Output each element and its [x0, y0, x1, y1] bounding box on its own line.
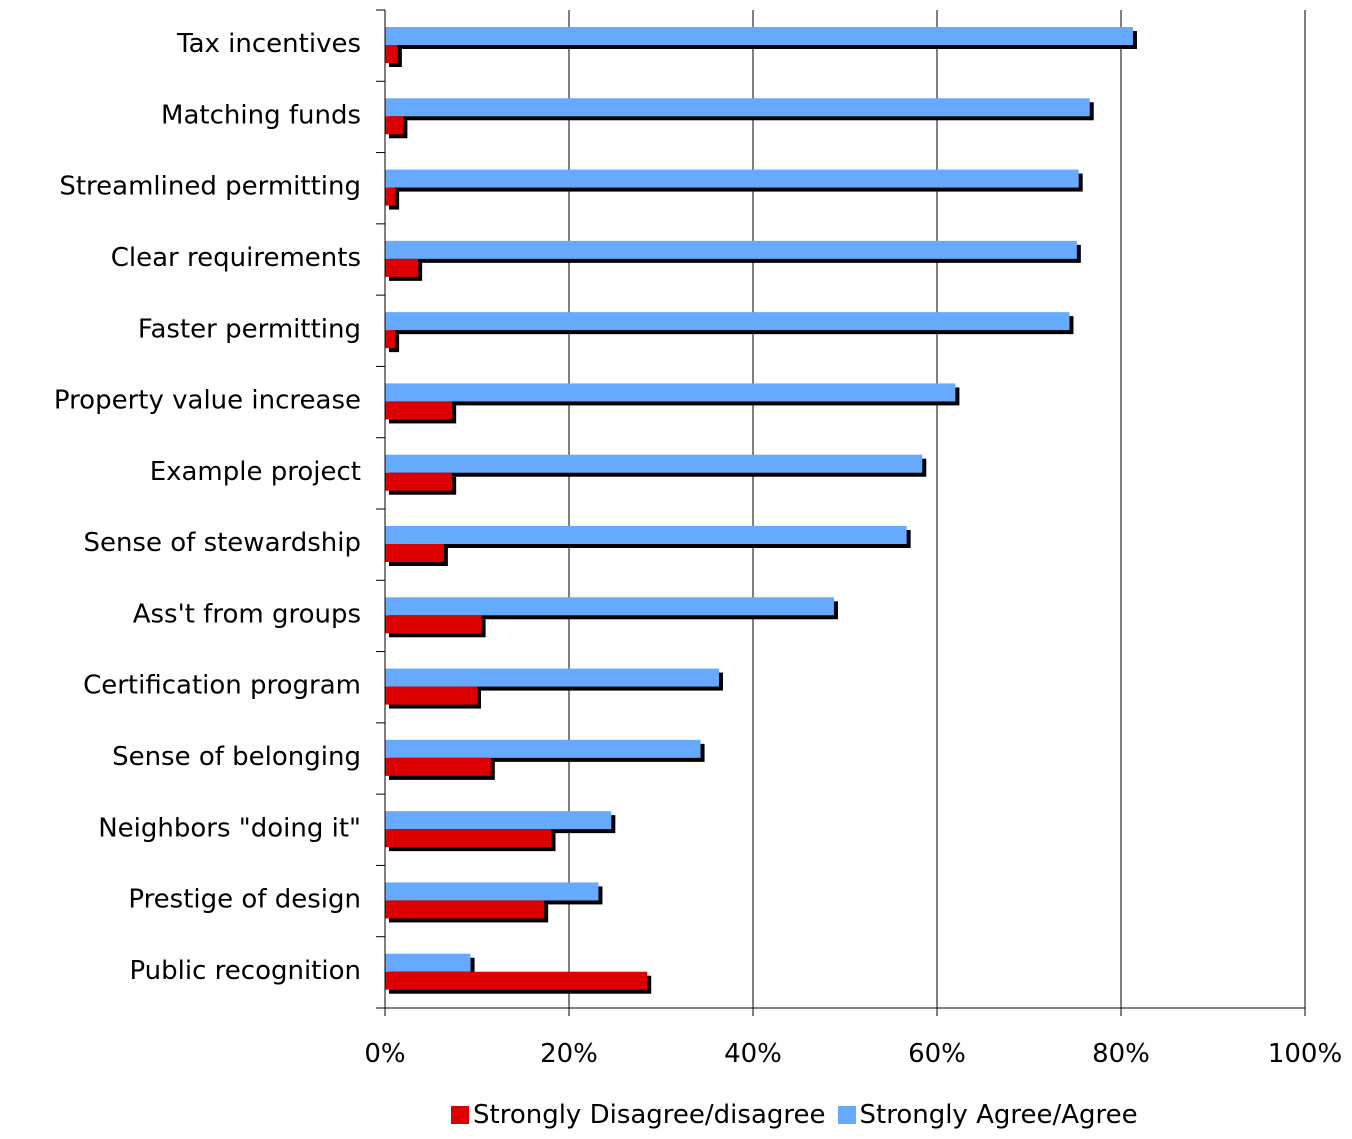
bar-agree [385, 240, 1077, 259]
bar-disagree [385, 187, 396, 206]
category-label: Tax incentives [176, 29, 361, 59]
bar-agree [385, 169, 1079, 188]
category-label: Certification program [83, 671, 361, 701]
legend-swatch-disagree [451, 1106, 469, 1124]
category-label: Faster permitting [138, 314, 361, 344]
category-label: Ass't from groups [133, 599, 361, 629]
bar-disagree [385, 258, 419, 277]
bar-disagree [385, 330, 396, 349]
bar-agree [385, 739, 701, 758]
legend-swatch-agree [837, 1106, 856, 1124]
category-label: Example project [150, 457, 361, 487]
category-label: Streamlined permitting [59, 172, 361, 202]
bar-disagree [385, 971, 648, 990]
category-label: Matching funds [161, 100, 361, 130]
bar-agree [385, 597, 834, 616]
bar-disagree [385, 900, 545, 919]
bar-agree [385, 882, 599, 901]
bar-disagree [385, 116, 404, 135]
category-label: Sense of stewardship [83, 528, 361, 558]
bar-agree [385, 98, 1090, 117]
x-tick-label: 80% [1092, 1039, 1150, 1069]
legend-label-agree: Strongly Agree/Agree [859, 1100, 1138, 1130]
category-label: Public recognition [129, 956, 361, 986]
bar-agree [385, 668, 719, 687]
bar-agree [385, 526, 907, 544]
bar-disagree [385, 472, 453, 491]
legend-item-agree: Strongly Agree/Agree [837, 1100, 1138, 1130]
bar-disagree [385, 686, 477, 705]
category-label: Prestige of design [128, 885, 361, 915]
bar-disagree [385, 615, 482, 634]
x-tick-label: 0% [364, 1039, 405, 1069]
bar-disagree [385, 829, 552, 848]
bar-disagree [385, 45, 398, 63]
x-tick-label: 60% [908, 1039, 966, 1069]
bar-agree [385, 454, 923, 473]
chart-plot: Tax incentives Matching funds Streamlined … [54, 9, 1342, 1069]
bar-agree [385, 383, 956, 402]
category-label: Neighbors "doing it" [98, 813, 361, 843]
legend-label-disagree: Strongly Disagree/disagree [473, 1100, 826, 1130]
category-label: Sense of belonging [112, 742, 361, 772]
bar-disagree [385, 757, 491, 776]
x-tick-label: 20% [540, 1039, 598, 1069]
bar-disagree [385, 401, 453, 420]
category-label: Clear requirements [111, 243, 361, 273]
bar-disagree [385, 544, 444, 562]
bar-agree [385, 953, 471, 972]
bar-agree [385, 312, 1070, 331]
category-label: Property value increase [54, 386, 361, 416]
x-tick-label: 100% [1268, 1039, 1342, 1069]
x-tick-label: 40% [724, 1039, 782, 1069]
bar-agree [385, 27, 1133, 45]
legend-item-disagree: Strongly Disagree/disagree [451, 1100, 826, 1130]
legend: Strongly Disagree/disagree Strongly Agre… [451, 1100, 1150, 1130]
bar-agree [385, 811, 612, 830]
